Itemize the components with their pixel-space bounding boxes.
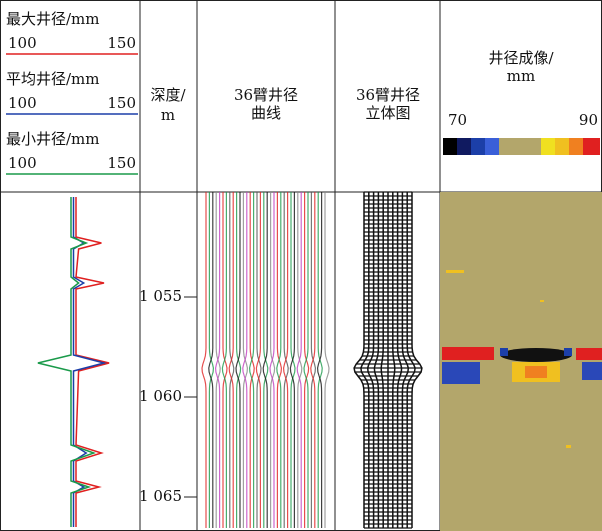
scale-min: 70 <box>448 111 467 129</box>
legend-label: 最小井径/mm <box>6 130 100 148</box>
image-speck <box>566 445 571 448</box>
header-text: 立体图 <box>365 104 410 122</box>
image-anomaly <box>564 348 572 356</box>
image-speck <box>446 270 464 273</box>
header-text: 36臂井径 <box>356 86 420 104</box>
image-anomaly <box>500 348 572 362</box>
image-anomaly <box>576 348 602 360</box>
scale-min: 100 <box>8 94 37 112</box>
color-swatch <box>471 138 485 155</box>
color-scale <box>443 138 600 155</box>
scale-max: 90 <box>579 111 598 129</box>
image-speck <box>540 300 544 302</box>
borehole-3d <box>354 192 422 528</box>
header-text: m <box>161 106 175 124</box>
arm-curves <box>202 192 329 528</box>
image-anomaly <box>500 348 508 356</box>
image-track <box>440 192 602 531</box>
scale-min: 100 <box>8 34 37 52</box>
legend-label: 平均井径/mm <box>6 70 100 88</box>
arm-curve <box>325 192 329 528</box>
header-text: 井径成像/ <box>488 49 554 67</box>
scale-max: 150 <box>107 154 136 172</box>
scale-max: 150 <box>107 34 136 52</box>
color-swatch <box>499 138 541 155</box>
color-swatch <box>555 138 569 155</box>
color-swatch <box>457 138 471 155</box>
image-anomaly <box>525 366 547 378</box>
arm-curve <box>202 192 206 528</box>
scale-max: 150 <box>107 94 136 112</box>
well-log-figure: 70 90 深度/ m 36臂井径 曲线 36臂井径 立体图 井径成像/ mm … <box>0 0 602 531</box>
color-swatch <box>583 138 600 155</box>
image-anomaly <box>442 347 494 360</box>
image-anomaly <box>442 362 480 384</box>
header-text: 36臂井径 <box>234 86 298 104</box>
page: {"chart_data": {"type": "line", "depth":… <box>0 0 602 531</box>
legend-label: 最大井径/mm <box>6 10 100 28</box>
caliper-curve <box>76 197 109 527</box>
color-swatch <box>485 138 499 155</box>
color-swatch <box>569 138 583 155</box>
depth-label: 1 060 <box>139 387 182 405</box>
header-text: mm <box>507 67 535 85</box>
depth-label: 1 065 <box>139 487 182 505</box>
color-swatch <box>443 138 457 155</box>
image-anomaly <box>582 362 602 380</box>
header-text: 曲线 <box>251 104 281 122</box>
scale-min: 100 <box>8 154 37 172</box>
color-swatch <box>541 138 555 155</box>
image-background <box>440 192 602 531</box>
depth-label: 1 055 <box>139 287 182 305</box>
header-text: 深度/ <box>150 86 186 104</box>
